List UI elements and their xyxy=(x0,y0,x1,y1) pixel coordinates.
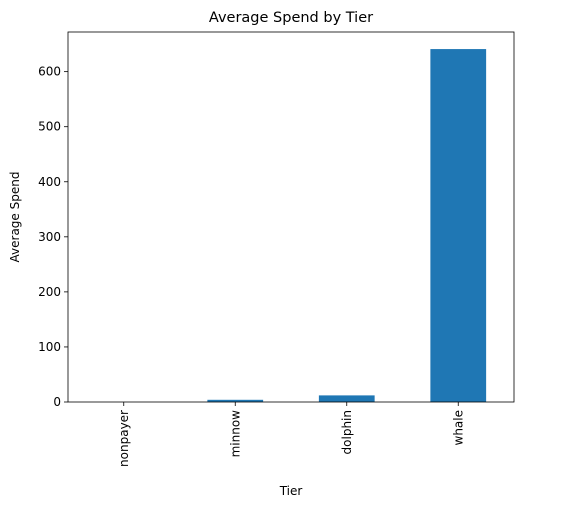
plot-frame xyxy=(67,31,515,403)
bar-minnow xyxy=(207,399,264,402)
chart-title: Average Spend by Tier xyxy=(209,10,373,26)
y-axis: 0 100 200 300 400 500 600 xyxy=(38,65,68,409)
y-tick-label: 400 xyxy=(38,175,61,189)
x-tick-label-whale: whale xyxy=(451,410,465,446)
y-tick-label: 500 xyxy=(38,120,61,134)
x-tick-label-nonpayer: nonpayer xyxy=(117,410,131,467)
y-tick-label: 300 xyxy=(38,230,61,244)
y-tick-label: 600 xyxy=(38,65,61,79)
y-tick-label: 100 xyxy=(38,340,61,354)
bars-group xyxy=(207,49,487,402)
x-tick-label-minnow: minnow xyxy=(228,410,242,458)
x-tick-label-dolphin: dolphin xyxy=(340,410,354,454)
y-tick-label: 0 xyxy=(53,395,61,409)
bar-dolphin xyxy=(318,395,375,402)
x-axis-label: Tier xyxy=(279,484,303,498)
x-axis: nonpayer minnow dolphin whale xyxy=(117,402,465,467)
bar-whale xyxy=(430,49,487,402)
y-tick-label: 200 xyxy=(38,285,61,299)
y-axis-label: Average Spend xyxy=(8,172,22,263)
